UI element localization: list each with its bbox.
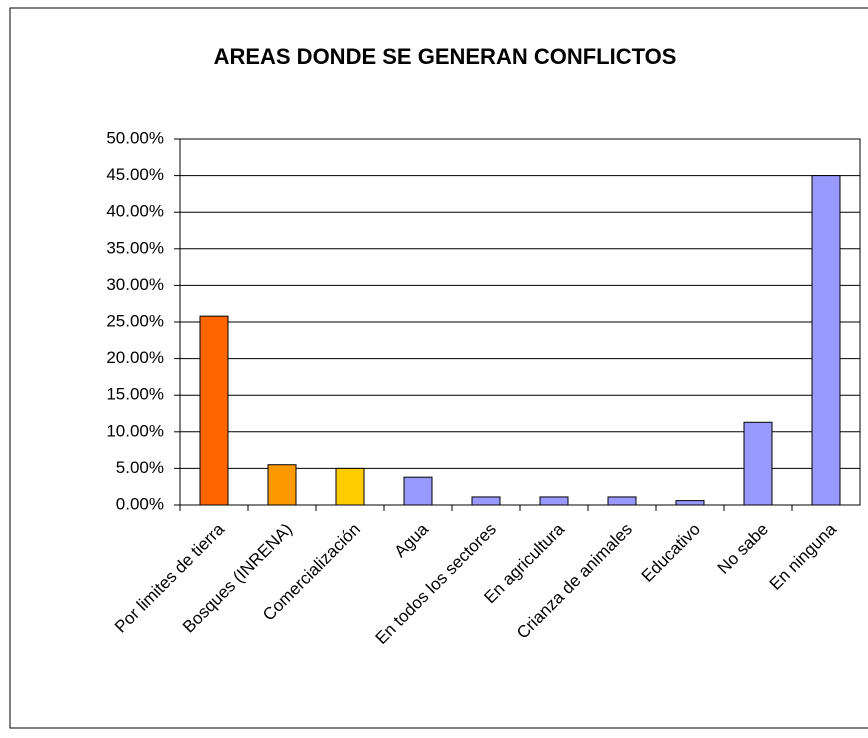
y-tick-label: 35.00% xyxy=(106,238,164,257)
y-tick-label: 40.00% xyxy=(106,202,164,221)
y-tick-label: 0.00% xyxy=(116,494,164,513)
y-tick-label: 25.00% xyxy=(106,311,164,330)
chart-title: AREAS DONDE SE GENERAN CONFLICTOS xyxy=(214,44,677,69)
bar xyxy=(539,496,569,506)
bar xyxy=(675,500,705,506)
y-tick-label: 5.00% xyxy=(116,458,164,477)
y-tick-label: 20.00% xyxy=(106,348,164,367)
y-tick-label: 10.00% xyxy=(106,421,164,440)
y-tick-label: 50.00% xyxy=(106,128,164,147)
bar xyxy=(403,476,433,506)
bar xyxy=(743,421,773,506)
chart-frame xyxy=(9,7,868,729)
y-tick-label: 45.00% xyxy=(106,165,164,184)
y-tick-label: 30.00% xyxy=(106,275,164,294)
bar xyxy=(199,315,229,506)
bar xyxy=(335,467,365,506)
bar xyxy=(811,175,841,506)
bar xyxy=(471,496,501,506)
bar xyxy=(267,464,297,506)
y-tick-label: 15.00% xyxy=(106,385,164,404)
bar xyxy=(607,496,637,506)
